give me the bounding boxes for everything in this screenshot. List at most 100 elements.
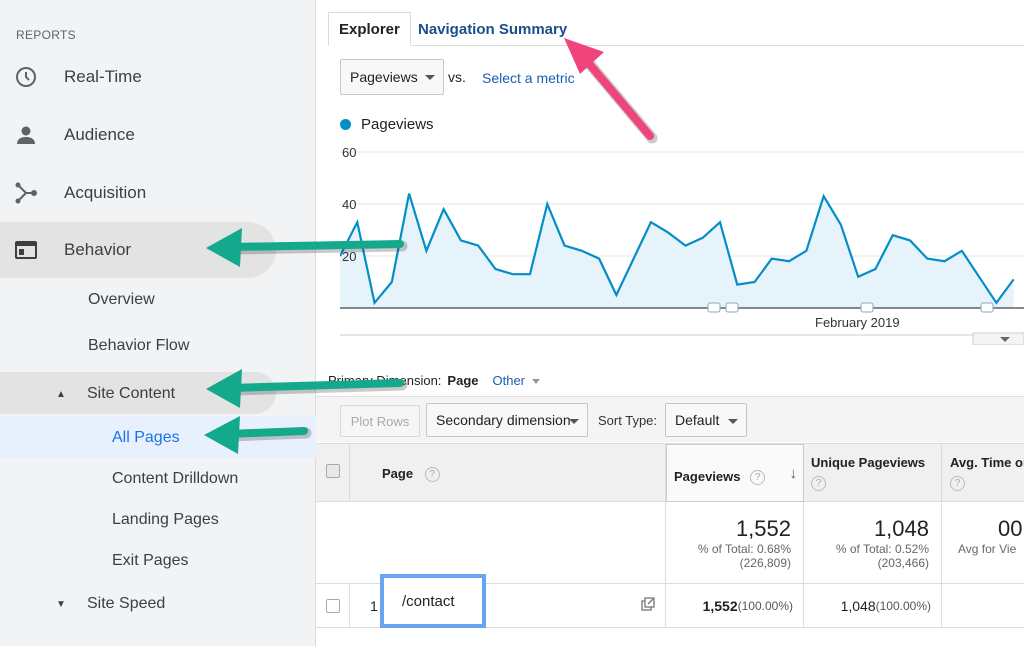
pageviews-header-label: Pageviews	[674, 469, 741, 484]
tab-explorer[interactable]: Explorer	[328, 12, 411, 46]
primary-dimension-label: Primary Dimension:	[328, 373, 442, 388]
sidebar-item-landing-pages[interactable]: Landing Pages	[112, 511, 219, 528]
table-row-unique-cell: 1,048 (100.00%)	[804, 584, 942, 628]
secondary-dimension-select[interactable]: Secondary dimension	[426, 403, 588, 437]
sidebar-item-label: Acquisition	[64, 183, 147, 202]
pageviews-chart: 60 40 20 February 2019	[340, 145, 1024, 345]
totals-avg-sub: Avg for Vie	[958, 542, 1017, 556]
sidebar-item-exit-pages[interactable]: Exit Pages	[112, 552, 189, 569]
totals-avg: 00 Avg for Vie	[942, 502, 1024, 584]
page-header-label: Page	[382, 466, 414, 481]
table-row-checkbox-cell	[316, 584, 350, 628]
totals-pageviews-pct: % of Total: 0.68%	[697, 542, 791, 556]
data-table: Page ? Pageviews ? ↓ Unique Pageviews ? …	[316, 443, 1024, 646]
main-panel: Explorer Navigation Summary Pageviews vs…	[316, 0, 1024, 646]
series-line	[340, 193, 1015, 306]
select-metric-link[interactable]: Select a metric	[482, 70, 575, 86]
annotation-marker-icon	[980, 302, 994, 313]
chart-handle	[972, 332, 1024, 345]
totals-pageviews-of: (226,809)	[739, 556, 791, 570]
chart-legend: Pageviews	[340, 116, 434, 133]
sort-type-value: Default	[675, 412, 720, 428]
page-column-header[interactable]: Page ?	[350, 444, 666, 502]
sidebar: REPORTS Real-Time Audience Acquisition B…	[0, 0, 316, 646]
row-unique-value: 1,048	[840, 597, 876, 614]
y-tick-label: 60	[342, 145, 356, 160]
sidebar-item-label: Behavior	[64, 240, 132, 259]
row-checkbox[interactable]	[325, 598, 340, 613]
select-all-checkbox[interactable]	[326, 464, 340, 478]
clock-icon	[12, 63, 40, 91]
sidebar-item-site-content[interactable]: Site Content	[87, 385, 176, 402]
sidebar-item-acquisition[interactable]: Acquisition	[0, 165, 276, 221]
chevron-down-icon	[425, 75, 435, 80]
avg-time-header-label: Avg. Time on	[950, 455, 1024, 470]
select-all-header	[316, 444, 350, 502]
table-row-page-cell: 1	[350, 584, 666, 628]
row-pageviews-pct: (100.00%)	[737, 598, 793, 613]
sidebar-item-behavior-flow[interactable]: Behavior Flow	[88, 337, 190, 354]
totals-label-cell	[316, 502, 666, 584]
annotation-marker-icon	[860, 302, 874, 313]
help-icon[interactable]: ?	[811, 476, 826, 491]
totals-unique-pct: % of Total: 0.52%	[835, 542, 929, 556]
table-row-pageviews-cell: 1,552 (100.00%)	[666, 584, 804, 628]
annotation-marker-icon	[707, 302, 721, 313]
person-icon	[12, 121, 40, 149]
help-icon[interactable]: ?	[950, 476, 965, 491]
annotation-marker-icon	[725, 302, 739, 313]
y-tick-label: 20	[342, 249, 356, 264]
legend-label: Pageviews	[361, 116, 434, 133]
y-tick-label: 40	[342, 197, 356, 212]
pageviews-column-header[interactable]: Pageviews ? ↓	[666, 444, 804, 502]
vs-label: vs.	[448, 69, 466, 85]
primary-dimension-other[interactable]: Other	[492, 373, 526, 388]
sort-arrow-down-icon: ↓	[789, 465, 798, 482]
plot-rows-button[interactable]: Plot Rows	[340, 405, 420, 437]
tab-navigation-summary[interactable]: Navigation Summary	[418, 20, 568, 38]
open-external-icon[interactable]	[641, 597, 655, 614]
sidebar-item-label: Real-Time	[64, 67, 142, 86]
sidebar-item-content-drilldown[interactable]: Content Drilldown	[112, 470, 239, 487]
sidebar-item-overview[interactable]: Overview	[88, 291, 155, 308]
table-row-avg-cell	[942, 584, 1024, 628]
x-tick-label: February 2019	[815, 315, 900, 330]
table-toolbar: Plot Rows Secondary dimension Sort Type:…	[316, 396, 1024, 442]
behavior-icon	[12, 236, 40, 264]
sort-type-label: Sort Type:	[598, 413, 658, 428]
totals-unique-value: 1,048	[873, 516, 929, 541]
sort-type-select[interactable]: Default	[665, 403, 747, 437]
sidebar-item-real-time[interactable]: Real-Time	[0, 49, 276, 105]
totals-unique: 1,048 % of Total: 0.52% (203,466)	[804, 502, 942, 584]
sidebar-item-site-speed[interactable]: Site Speed	[87, 595, 166, 612]
chevron-down-icon	[1000, 337, 1010, 342]
unique-pageviews-column-header[interactable]: Unique Pageviews ?	[804, 444, 942, 502]
avg-time-column-header[interactable]: Avg. Time on ?	[942, 444, 1024, 502]
sidebar-item-audience[interactable]: Audience	[0, 107, 276, 163]
legend-dot	[340, 119, 351, 130]
help-icon[interactable]: ?	[750, 470, 766, 486]
contact-page-link[interactable]: /contact	[380, 574, 486, 628]
row-unique-pct: (100.00%)	[875, 598, 931, 613]
metric-select-value: Pageviews	[350, 69, 418, 85]
triangle-down-icon: ▼	[56, 599, 66, 610]
totals-unique-of: (203,466)	[877, 556, 929, 570]
chevron-down-icon	[569, 419, 579, 424]
totals-avg-value: 00	[998, 516, 1023, 541]
secondary-dimension-label: Secondary dimension	[436, 412, 571, 428]
primary-dimension: Primary Dimension: Page Other	[328, 373, 540, 388]
row-pageviews-value: 1,552	[702, 597, 738, 614]
totals-pageviews: 1,552 % of Total: 0.68% (226,809)	[666, 502, 804, 584]
metric-select[interactable]: Pageviews	[340, 59, 444, 95]
primary-dimension-page[interactable]: Page	[447, 373, 479, 388]
sidebar-item-behavior[interactable]: Behavior	[0, 222, 276, 278]
acquisition-icon	[12, 179, 40, 207]
chevron-down-icon	[531, 379, 540, 385]
sidebar-item-all-pages[interactable]: All Pages	[112, 429, 180, 446]
triangle-up-icon: ▲	[56, 389, 66, 400]
unique-pageviews-header-label: Unique Pageviews	[811, 455, 926, 470]
chevron-down-icon	[728, 419, 738, 424]
help-icon[interactable]: ?	[424, 467, 440, 483]
totals-pageviews-value: 1,552	[735, 516, 791, 541]
reports-heading: REPORTS	[16, 28, 76, 42]
